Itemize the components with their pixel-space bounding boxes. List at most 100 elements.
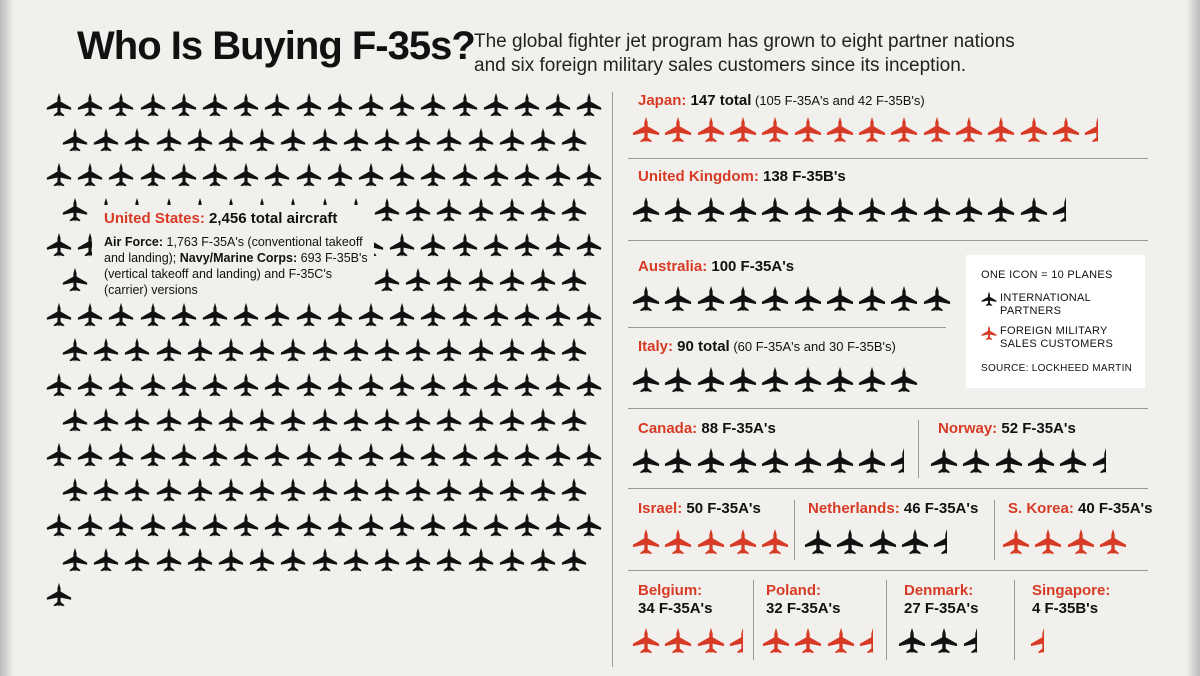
- jet-icon: [761, 196, 789, 224]
- jet-icon: [264, 302, 290, 328]
- jet-icon: [280, 407, 306, 433]
- jet-icon: [452, 302, 478, 328]
- jet-icon: [483, 92, 509, 118]
- legend-unit: ONE ICON = 10 PLANES: [981, 269, 1113, 281]
- jet-icon: [233, 442, 259, 468]
- jet-icon: [452, 162, 478, 188]
- jet-icon: [452, 512, 478, 538]
- jet-icon: [794, 116, 822, 144]
- jet-icon: [858, 196, 886, 224]
- partial-jet-icon: [1052, 196, 1080, 224]
- jet-icon: [77, 372, 103, 398]
- jet-icon: [62, 337, 88, 363]
- jet-icon: [930, 447, 958, 475]
- jet-icon: [218, 337, 244, 363]
- jet-icon: [327, 442, 353, 468]
- jet-icon: [249, 477, 275, 503]
- country-count: 32 F-35A's: [766, 600, 841, 617]
- jet-icon: [93, 127, 119, 153]
- country-count: 147 total: [686, 92, 752, 109]
- country-name: Japan:: [638, 92, 687, 109]
- jet-icon: [514, 232, 540, 258]
- jet-icon: [171, 92, 197, 118]
- country-count: 50 F-35A's: [682, 500, 761, 517]
- jet-icon: [561, 407, 587, 433]
- jet-icon: [264, 92, 290, 118]
- jet-icon: [187, 337, 213, 363]
- jet-icon: [632, 196, 660, 224]
- jet-icon: [202, 92, 228, 118]
- jet-icon: [499, 127, 525, 153]
- legend-fms: FOREIGN MILITARY SALES CUSTOMERS: [1000, 325, 1113, 351]
- jet-icon: [140, 92, 166, 118]
- jet-icon: [358, 302, 384, 328]
- us-desc-navy: Navy/Marine Corps:: [179, 251, 298, 265]
- jet-icon: [1052, 116, 1080, 144]
- jet-icon: [405, 407, 431, 433]
- jet-icon: [1099, 528, 1127, 556]
- row-rule: [628, 327, 946, 328]
- jet-icon: [664, 285, 692, 313]
- jet-icon: [420, 162, 446, 188]
- jet-icon: [233, 512, 259, 538]
- jet-icon: [664, 447, 692, 475]
- row-rule: [628, 158, 1148, 159]
- country-count: 40 F-35A's: [1073, 500, 1153, 517]
- jet-icon: [420, 92, 446, 118]
- country-heading: Denmark: 27 F-35A's: [904, 582, 978, 618]
- jet-icon: [561, 267, 587, 293]
- jet-icon: [499, 197, 525, 223]
- jet-icon: [108, 442, 134, 468]
- country-heading: Canada: 88 F-35A's: [638, 420, 776, 437]
- country-count: 138 F-35B's: [758, 168, 846, 185]
- country-heading: Japan: 147 total (105 F-35A's and 42 F-3…: [638, 92, 925, 109]
- country-name: United Kingdom:: [638, 168, 759, 185]
- jet-icon: [545, 232, 571, 258]
- jet-icon: [697, 285, 725, 313]
- country-name: S. Korea:: [1008, 500, 1074, 517]
- jet-icon: [890, 196, 918, 224]
- country-name: Belgium:: [638, 582, 703, 599]
- jet-icon: [576, 162, 602, 188]
- jet-icon: [389, 162, 415, 188]
- jet-icon: [436, 267, 462, 293]
- jet-icon: [93, 477, 119, 503]
- jet-icon: [664, 116, 692, 144]
- jet-icon: [826, 285, 854, 313]
- jet-icon: [296, 162, 322, 188]
- jet-icon: [358, 512, 384, 538]
- row-rule: [628, 488, 1148, 489]
- jet-icon: [987, 196, 1015, 224]
- jet-icon: [632, 285, 660, 313]
- country-heading: Norway: 52 F-35A's: [938, 420, 1076, 437]
- jet-icon: [761, 285, 789, 313]
- subtitle-line-1: The global fighter jet program has grown…: [474, 31, 1015, 52]
- jet-icon: [218, 407, 244, 433]
- country-count: 27 F-35A's: [904, 600, 979, 617]
- jet-icon: [436, 337, 462, 363]
- jet-icon: [343, 477, 369, 503]
- jet-icon: [761, 447, 789, 475]
- jet-icon: [483, 302, 509, 328]
- us-country: United States:: [104, 210, 205, 227]
- legend-partners: INTERNATIONAL PARTNERS: [1000, 292, 1091, 318]
- jet-icon: [632, 627, 660, 655]
- jet-icon: [761, 528, 789, 556]
- jet-icon: [264, 162, 290, 188]
- legend-partners-line-1: INTERNATIONAL: [1000, 292, 1092, 304]
- jet-icon: [955, 196, 983, 224]
- jet-icon: [794, 285, 822, 313]
- jet-icon: [898, 627, 926, 655]
- jet-icon: [420, 232, 446, 258]
- jet-icon: [545, 92, 571, 118]
- country-name: Netherlands:: [808, 500, 900, 517]
- jet-icon: [187, 127, 213, 153]
- jet-icon: [374, 407, 400, 433]
- jet-icon: [530, 547, 556, 573]
- jet-icon: [358, 442, 384, 468]
- jet-icon: [499, 547, 525, 573]
- jet-icon: [729, 528, 757, 556]
- jet-icon: [697, 528, 725, 556]
- jet-icon: [108, 92, 134, 118]
